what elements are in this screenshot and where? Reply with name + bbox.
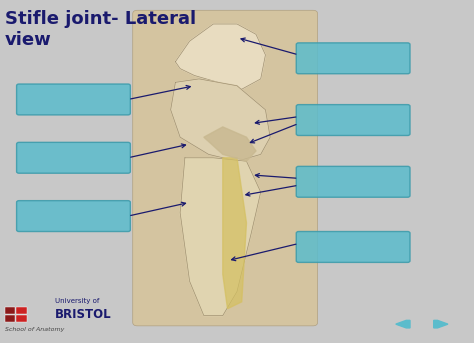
Text: BRISTOL: BRISTOL [55, 308, 111, 321]
Bar [5, 315, 15, 322]
FancyBboxPatch shape [296, 166, 410, 197]
FancyBboxPatch shape [17, 201, 130, 232]
FancyBboxPatch shape [17, 142, 130, 173]
FancyBboxPatch shape [296, 105, 410, 135]
FancyBboxPatch shape [296, 232, 410, 262]
Polygon shape [171, 79, 270, 161]
Bar [16, 315, 27, 322]
FancyBboxPatch shape [133, 10, 318, 326]
Bar [16, 307, 27, 314]
FancyBboxPatch shape [17, 84, 130, 115]
Polygon shape [204, 127, 256, 161]
Polygon shape [180, 158, 261, 316]
Polygon shape [223, 158, 246, 309]
Text: University of: University of [55, 298, 99, 304]
FancyBboxPatch shape [296, 43, 410, 74]
Text: School of Anatomy: School of Anatomy [5, 327, 64, 332]
FancyArrow shape [434, 320, 448, 328]
Bar [5, 307, 15, 314]
Text: Stifle joint- Lateral
view: Stifle joint- Lateral view [5, 10, 196, 49]
FancyArrow shape [396, 320, 410, 328]
Polygon shape [175, 24, 265, 89]
